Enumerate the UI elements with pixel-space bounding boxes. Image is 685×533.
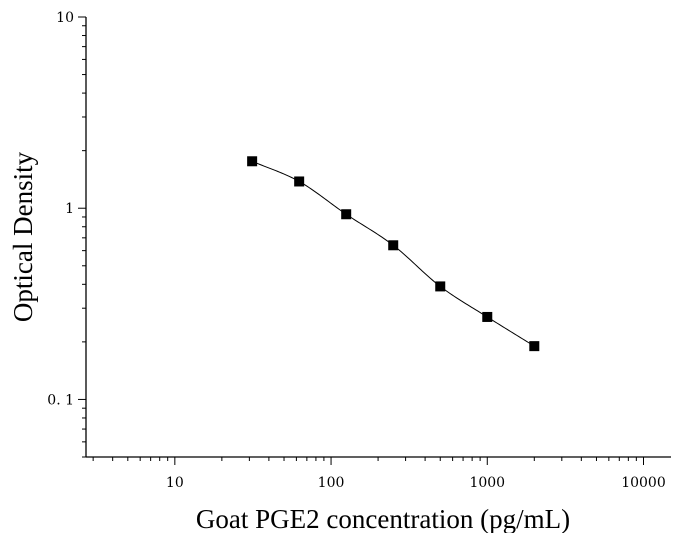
y-tick-label: 10 [56, 10, 74, 26]
data-points-layer [247, 156, 540, 352]
x-tick-label: 10 [166, 475, 184, 491]
x-axis-title: Goat PGE2 concentration (pg/mL) [196, 504, 570, 533]
data-point [294, 176, 305, 187]
x-tick-label: 1000 [469, 475, 505, 491]
data-point [482, 311, 493, 322]
axes [85, 17, 671, 458]
data-point [388, 240, 399, 251]
data-point [247, 156, 258, 167]
x-tick-label: 10000 [621, 475, 666, 491]
ticks: 10 100 1000 10000 0. 1 1 10 [47, 10, 665, 491]
y-tick-label: 0. 1 [47, 392, 74, 408]
data-point [529, 341, 540, 352]
y-axis-title: Optical Density [8, 151, 38, 322]
data-point [435, 281, 446, 292]
data-point [341, 209, 352, 220]
y-tick-label: 1 [65, 201, 74, 217]
x-tick-label: 100 [318, 475, 345, 491]
